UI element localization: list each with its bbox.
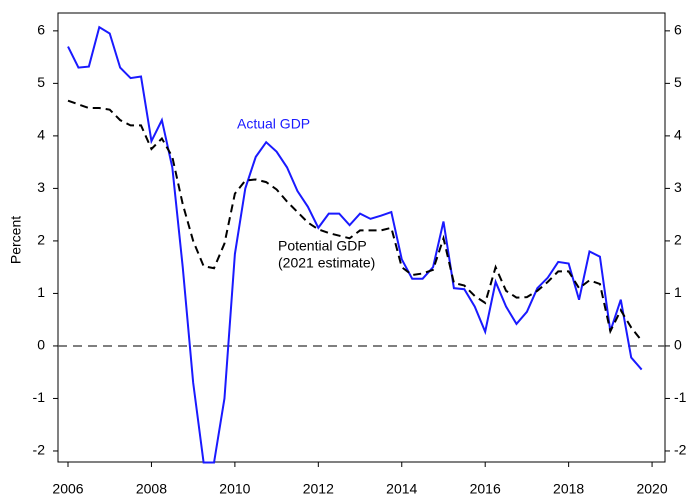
annotation-estimate: (2021 estimate)	[278, 255, 375, 271]
x-tick-label: 2006	[52, 481, 83, 497]
x-tick-label: 2008	[136, 481, 167, 497]
x-tick-label: 2014	[386, 481, 417, 497]
x-tick-label: 2012	[303, 481, 334, 497]
y2-tick-label: -2	[674, 442, 687, 458]
y-tick-label: 6	[37, 22, 45, 38]
y2-tick-label: 6	[674, 22, 682, 38]
y2-tick-label: 1	[674, 284, 682, 300]
x-tick-label: 2010	[219, 481, 250, 497]
y-tick-label: 3	[37, 179, 45, 195]
plot-frame	[57, 12, 666, 463]
y-axis-label: Percent	[8, 216, 24, 264]
y2-tick-label: 2	[674, 232, 682, 248]
y-tick-label: 5	[37, 74, 45, 90]
x-tick-label: 2018	[553, 481, 584, 497]
series-line	[67, 25, 643, 464]
annotation-actual: Actual GDP	[237, 116, 310, 132]
y2-tick-label: 4	[674, 127, 682, 143]
x-tick-label: 2020	[636, 481, 667, 497]
y-tick-label: 0	[37, 337, 45, 353]
y-tick-label: 1	[37, 284, 45, 300]
series-line	[67, 99, 643, 342]
y-tick-label: -2	[33, 442, 46, 458]
y-tick-label: 2	[37, 232, 45, 248]
y-tick-label: -1	[33, 389, 46, 405]
annotation-potential: Potential GDP	[278, 238, 367, 254]
y2-tick-label: 0	[674, 337, 682, 353]
y-tick-label: 4	[37, 127, 45, 143]
x-tick-label: 2016	[470, 481, 501, 497]
y2-tick-label: 3	[674, 179, 682, 195]
y2-tick-label: 5	[674, 74, 682, 90]
y2-tick-label: -1	[674, 389, 687, 405]
